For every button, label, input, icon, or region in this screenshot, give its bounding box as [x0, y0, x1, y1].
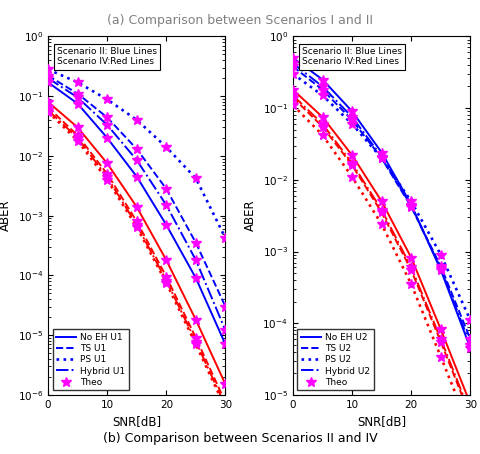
Theo: [104, 135, 110, 141]
Theo: [134, 174, 140, 179]
Text: Scenario II: Blue Lines
Scenario IV:Red Lines: Scenario II: Blue Lines Scenario IV:Red …: [57, 47, 157, 66]
Theo: [379, 150, 384, 155]
Theo: [223, 342, 228, 347]
Line: Theo: Theo: [43, 78, 230, 349]
Text: Scenario II: Blue Lines
Scenario IV:Red Lines: Scenario II: Blue Lines Scenario IV:Red …: [302, 47, 402, 66]
X-axis label: SNR[dB]: SNR[dB]: [357, 415, 406, 429]
Theo: [438, 267, 444, 273]
Legend: No EH U1, TS U1, PS U1, Hybrid U1, Theo: No EH U1, TS U1, PS U1, Hybrid U1, Theo: [52, 329, 129, 390]
Theo: [349, 109, 355, 114]
Y-axis label: ABER: ABER: [244, 200, 257, 232]
Theo: [45, 79, 51, 85]
X-axis label: SNR[dB]: SNR[dB]: [112, 415, 161, 429]
Theo: [163, 222, 169, 227]
Text: (a) Comparison between Scenarios I and II: (a) Comparison between Scenarios I and I…: [107, 14, 373, 27]
Theo: [193, 276, 199, 281]
Theo: [320, 77, 325, 82]
Text: (b) Comparison between Scenarios II and IV: (b) Comparison between Scenarios II and …: [103, 432, 377, 445]
Line: Theo: Theo: [288, 53, 475, 353]
Theo: [468, 345, 473, 351]
Theo: [75, 101, 81, 106]
Y-axis label: ABER: ABER: [0, 200, 12, 232]
Theo: [408, 202, 414, 207]
Theo: [290, 55, 296, 61]
Legend: No EH U2, TS U2, PS U2, Hybrid U2, Theo: No EH U2, TS U2, PS U2, Hybrid U2, Theo: [298, 329, 374, 390]
